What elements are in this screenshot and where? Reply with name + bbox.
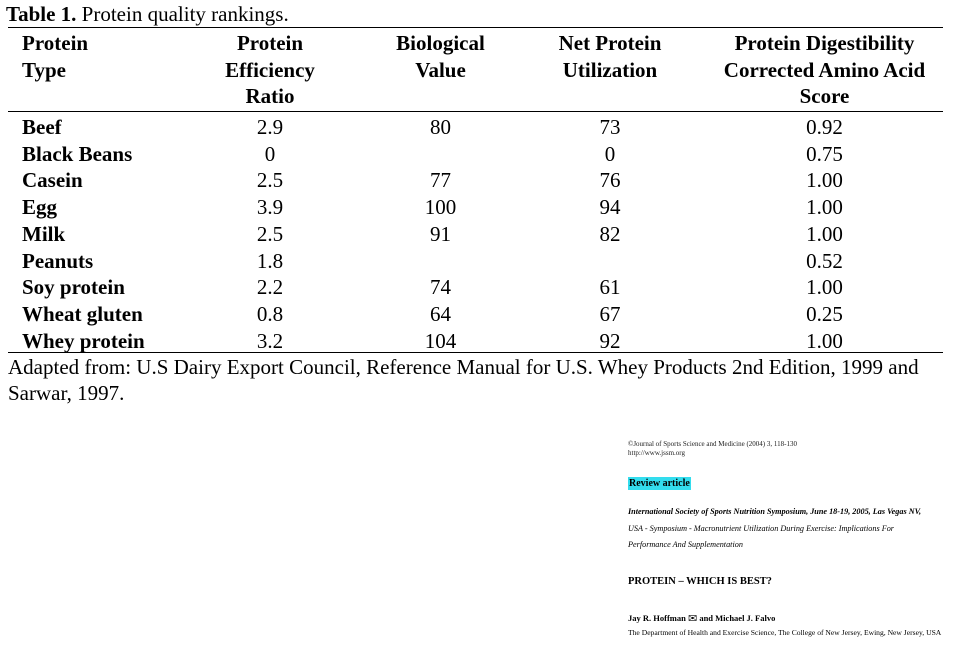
table-row: Whey protein 3.2 104 92 1.00: [8, 328, 943, 355]
cell-protein-type: Soy protein: [22, 275, 125, 300]
symposium-info: International Society of Sports Nutritio…: [628, 504, 958, 554]
header-protein-type: Protein Type: [8, 27, 173, 112]
header-pdcaas: Protein Digestibility Corrected Amino Aci…: [706, 27, 943, 112]
review-article-badge: Review article: [628, 477, 691, 490]
envelope-icon[interactable]: ✉: [687, 612, 698, 625]
protein-quality-table: Protein Type Protein Efficiency Ratio Biolo…: [8, 27, 943, 354]
cell-protein-type: Milk: [22, 221, 66, 246]
cell-pdcaas: 1.00: [806, 221, 843, 246]
cell-bv: 91: [430, 221, 451, 246]
cell-pdcaas: 0.92: [806, 115, 843, 139]
cell-npu: 67: [599, 301, 621, 326]
cell-npu: 73: [599, 115, 621, 139]
cell-npu: 61: [599, 275, 621, 300]
cell-pdcaas: 0.25: [806, 301, 843, 326]
cell-pdcaas: 0.52: [806, 248, 843, 273]
table-header-row: Protein Type Protein Efficiency Ratio Biolo…: [8, 27, 943, 112]
cell-pdcaas: 1.00: [806, 168, 843, 193]
cell-protein-type: Egg: [22, 195, 58, 220]
cell-pdcaas: 1.00: [806, 328, 843, 353]
table-row: Milk 2.5 91 82 1.00: [8, 221, 943, 248]
cell-bv: 80: [430, 115, 451, 139]
author-falvo: and Michael J. Falvo: [699, 612, 776, 623]
cell-npu: 82: [599, 221, 621, 246]
table-row: Beef 2.9 80 73 0.92: [8, 112, 943, 141]
header-biological-value: Biological Value: [367, 27, 514, 112]
table-source-note: Adapted from: U.S Dairy Export Council, …: [8, 355, 919, 405]
cell-protein-type: Peanuts: [22, 248, 94, 273]
header-net-protein-utilization: Net Protein Utilization: [514, 27, 706, 112]
cell-npu: 76: [599, 168, 621, 193]
author-hoffman: Jay R. Hoffman: [628, 612, 686, 623]
cell-bv: 74: [430, 275, 451, 300]
symposium-line-3: Performance And Supplementation: [628, 540, 743, 549]
cell-protein-type: Black Beans: [22, 141, 133, 166]
cell-per: 2.5: [256, 168, 284, 193]
cell-npu: 92: [599, 328, 621, 353]
cell-bv: 104: [424, 328, 457, 353]
table-bottom-rule: [8, 352, 943, 353]
cell-protein-type: Beef: [22, 115, 62, 139]
table-row: Casein 2.5 77 76 1.00: [8, 167, 943, 194]
cell-per: 2.9: [256, 115, 284, 139]
cell-per: 0: [264, 141, 276, 166]
table-row: Black Beans 0 0 0.75: [8, 141, 943, 168]
symposium-name: International Society of Sports Nutritio…: [628, 507, 922, 516]
cell-bv: [367, 248, 514, 275]
article-authors: Jay R. Hoffman ✉ and Michael J. Falvo: [628, 612, 958, 625]
cell-per: 1.8: [256, 248, 284, 273]
cell-bv: 100: [424, 195, 457, 220]
cell-per: 3.9: [256, 195, 284, 220]
journal-citation: ©Journal of Sports Science and Medicine …: [628, 440, 797, 448]
cell-bv: 77: [430, 168, 451, 193]
table-caption-text: Protein quality rankings.: [81, 2, 289, 26]
article-title: PROTEIN – WHICH IS BEST?: [628, 575, 772, 587]
cell-pdcaas: 1.00: [806, 275, 843, 300]
cell-protein-type: Casein: [22, 168, 83, 193]
cell-pdcaas: 0.75: [806, 141, 843, 166]
journal-url: http://www.jssm.org: [628, 449, 685, 457]
table-row: Soy protein 2.2 74 61 1.00: [8, 274, 943, 301]
author-affiliation: The Department of Health and Exercise Sc…: [628, 627, 942, 637]
cell-per: 3.2: [256, 328, 284, 353]
table-caption-label: Table 1.: [6, 2, 77, 26]
cell-pdcaas: 1.00: [806, 195, 843, 220]
header-protein-efficiency-ratio: Protein Efficiency Ratio: [173, 27, 367, 112]
article-header-snippet: ©Journal of Sports Science and Medicine …: [628, 440, 958, 638]
cell-protein-type: Wheat gluten: [22, 301, 143, 326]
cell-per: 2.2: [256, 275, 284, 300]
cell-npu: [514, 248, 706, 275]
cell-per: 2.5: [256, 221, 284, 246]
table-row: Wheat gluten 0.8 64 67 0.25: [8, 301, 943, 328]
cell-bv: 64: [430, 301, 451, 326]
cell-npu: 94: [599, 195, 621, 220]
table-row: Egg 3.9 100 94 1.00: [8, 194, 943, 221]
cell-per: 0.8: [256, 301, 284, 326]
table-caption: Table 1. Protein quality rankings.: [6, 2, 289, 26]
cell-bv: [367, 141, 514, 168]
cell-protein-type: Whey protein: [22, 328, 145, 353]
table-row: Peanuts 1.8 0.52: [8, 248, 943, 275]
cell-npu: 0: [604, 141, 616, 166]
symposium-line-2: USA - Symposium - Macronutrient Utilizat…: [628, 523, 894, 533]
